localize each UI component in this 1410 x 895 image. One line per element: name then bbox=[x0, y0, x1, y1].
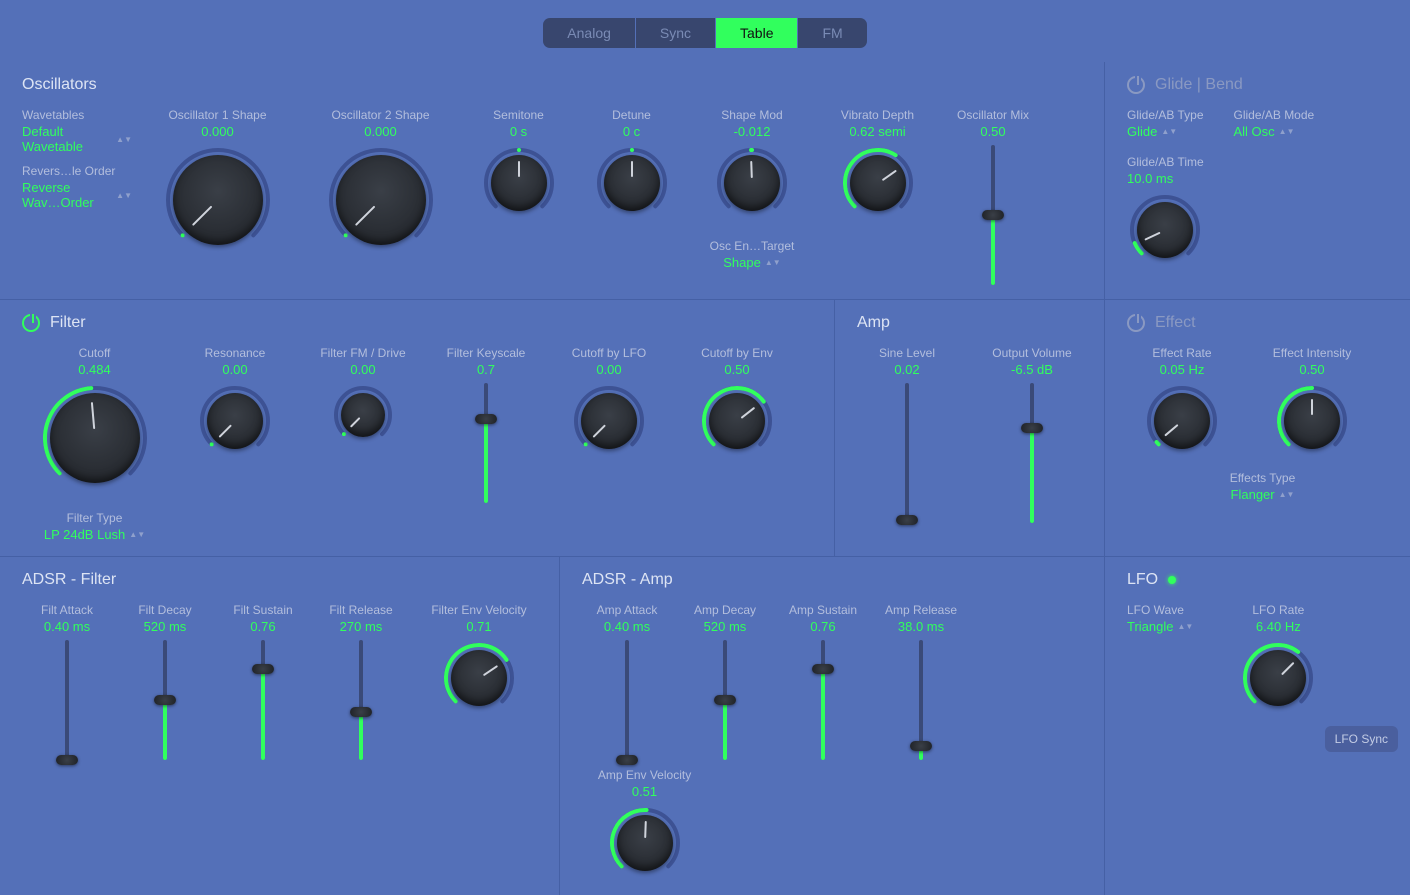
amp-attack-slider[interactable]: Amp Attack 0.40 ms bbox=[582, 603, 672, 760]
filt-release-slider[interactable]: Filt Release 270 ms bbox=[316, 603, 406, 760]
glide-mode-label: Glide/AB Mode bbox=[1234, 108, 1315, 122]
vibrato-depth-knob[interactable]: Vibrato Depth 0.62 semi bbox=[820, 108, 935, 221]
glide-title: Glide | Bend bbox=[1155, 76, 1243, 94]
cutoff-knob[interactable]: Cutoff 0.484 bbox=[22, 346, 167, 493]
amp-decay-slider[interactable]: Amp Decay 520 ms bbox=[680, 603, 770, 760]
filt-sustain-slider[interactable]: Filt Sustain 0.76 bbox=[218, 603, 308, 760]
updown-icon: ▲▼ bbox=[1177, 624, 1193, 629]
lfo-wave-value: Triangle bbox=[1127, 619, 1173, 634]
updown-icon: ▲▼ bbox=[116, 193, 132, 198]
filter-keyscale-slider[interactable]: Filter Keyscale 0.7 bbox=[431, 346, 541, 503]
lfo-title: LFO bbox=[1127, 571, 1158, 589]
filt-attack-slider[interactable]: Filt Attack 0.40 ms bbox=[22, 603, 112, 760]
tab-table[interactable]: Table bbox=[716, 18, 798, 48]
tab-fm[interactable]: FM bbox=[798, 18, 866, 48]
glide-mode-select[interactable]: Glide/AB Mode All Osc ▲▼ bbox=[1234, 108, 1315, 139]
updown-icon: ▲▼ bbox=[1279, 129, 1295, 134]
cutoff-env-knob[interactable]: Cutoff by Env 0.50 bbox=[677, 346, 797, 459]
effects-type-select[interactable]: Effects Type Flanger ▲▼ bbox=[1127, 471, 1398, 502]
lfo-wave-label: LFO Wave bbox=[1127, 603, 1184, 617]
amp-env-velocity-knob[interactable]: Amp Env Velocity 0.51 bbox=[582, 768, 707, 881]
adsr-filter-title: ADSR - Filter bbox=[22, 571, 547, 589]
osc2-shape-knob[interactable]: Oscillator 2 Shape 0.000 bbox=[303, 108, 458, 255]
lfo-sync-button[interactable]: LFO Sync bbox=[1325, 726, 1398, 752]
glide-type-select[interactable]: Glide/AB Type Glide ▲▼ bbox=[1127, 108, 1204, 139]
semitone-knob[interactable]: Semitone 0 s bbox=[466, 108, 571, 221]
detune-knob[interactable]: Detune 0 c bbox=[579, 108, 684, 221]
osc-env-target-select[interactable]: Osc En…Target Shape ▲▼ bbox=[710, 239, 795, 270]
glide-power-button[interactable] bbox=[1127, 76, 1145, 94]
effects-type-value: Flanger bbox=[1231, 487, 1275, 502]
amp-sustain-slider[interactable]: Amp Sustain 0.76 bbox=[778, 603, 868, 760]
wavetables-value: Default Wavetable bbox=[22, 124, 112, 154]
amp-title: Amp bbox=[857, 314, 1092, 332]
filter-title: Filter bbox=[50, 314, 86, 332]
filter-env-velocity-knob[interactable]: Filter Env Velocity 0.71 bbox=[414, 603, 544, 716]
tab-group: Analog Sync Table FM bbox=[543, 18, 866, 48]
updown-icon: ▲▼ bbox=[1161, 129, 1177, 134]
osc-env-target-label: Osc En…Target bbox=[710, 239, 795, 253]
resonance-knob[interactable]: Resonance 0.00 bbox=[175, 346, 295, 459]
glide-time-knob[interactable]: Glide/AB Time 10.0 ms bbox=[1127, 155, 1247, 268]
lfo-wave-select[interactable]: LFO Wave Triangle ▲▼ bbox=[1127, 603, 1193, 634]
cutoff-lfo-knob[interactable]: Cutoff by LFO 0.00 bbox=[549, 346, 669, 459]
effect-intensity-knob[interactable]: Effect Intensity 0.50 bbox=[1257, 346, 1367, 459]
adsr-amp-title: ADSR - Amp bbox=[582, 571, 1092, 589]
filter-type-value: LP 24dB Lush bbox=[44, 527, 125, 542]
filter-fm-drive-knob[interactable]: Filter FM / Drive 0.00 bbox=[303, 346, 423, 447]
output-volume-slider[interactable]: Output Volume -6.5 dB bbox=[977, 346, 1087, 523]
updown-icon: ▲▼ bbox=[765, 260, 781, 265]
effects-type-label: Effects Type bbox=[1230, 471, 1296, 485]
filter-type-select[interactable]: Filter Type LP 24dB Lush ▲▼ bbox=[44, 511, 145, 542]
effect-title: Effect bbox=[1155, 314, 1196, 332]
lfo-led-icon bbox=[1168, 576, 1176, 584]
reverse-order-label: Revers…le Order bbox=[22, 164, 115, 178]
reverse-order-value: Reverse Wav…Order bbox=[22, 180, 112, 210]
wavetables-label: Wavetables bbox=[22, 108, 84, 122]
reverse-order-select[interactable]: Revers…le Order Reverse Wav…Order ▲▼ bbox=[22, 164, 132, 210]
osc-mix-slider[interactable]: Oscillator Mix 0.50 bbox=[943, 108, 1043, 285]
shape-mod-knob[interactable]: Shape Mod -0.012 bbox=[692, 108, 812, 221]
amp-release-slider[interactable]: Amp Release 38.0 ms bbox=[876, 603, 966, 760]
filter-type-label: Filter Type bbox=[67, 511, 123, 525]
updown-icon: ▲▼ bbox=[116, 137, 132, 142]
tab-sync[interactable]: Sync bbox=[636, 18, 716, 48]
osc1-shape-knob[interactable]: Oscillator 1 Shape 0.000 bbox=[140, 108, 295, 255]
updown-icon: ▲▼ bbox=[129, 532, 145, 537]
oscillators-title: Oscillators bbox=[22, 76, 1092, 94]
glide-mode-value: All Osc bbox=[1234, 124, 1275, 139]
glide-type-label: Glide/AB Type bbox=[1127, 108, 1204, 122]
filt-decay-slider[interactable]: Filt Decay 520 ms bbox=[120, 603, 210, 760]
glide-type-value: Glide bbox=[1127, 124, 1157, 139]
mode-tabs: Analog Sync Table FM bbox=[0, 0, 1410, 62]
filter-power-button[interactable] bbox=[22, 314, 40, 332]
sine-level-slider[interactable]: Sine Level 0.02 bbox=[857, 346, 957, 523]
effect-power-button[interactable] bbox=[1127, 314, 1145, 332]
lfo-rate-knob[interactable]: LFO Rate 6.40 Hz bbox=[1223, 603, 1333, 716]
effect-rate-knob[interactable]: Effect Rate 0.05 Hz bbox=[1127, 346, 1237, 459]
osc-env-target-value: Shape bbox=[723, 255, 761, 270]
wavetables-select[interactable]: Wavetables Default Wavetable ▲▼ bbox=[22, 108, 132, 154]
tab-analog[interactable]: Analog bbox=[543, 18, 636, 48]
updown-icon: ▲▼ bbox=[1279, 492, 1295, 497]
